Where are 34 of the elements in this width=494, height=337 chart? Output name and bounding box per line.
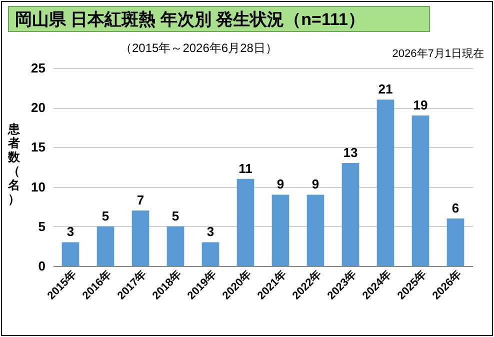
bar (236, 178, 254, 266)
data-label: 21 (378, 82, 393, 97)
data-label: 19 (413, 98, 428, 113)
data-label: 3 (206, 224, 214, 240)
bar (446, 218, 464, 266)
bar (306, 194, 324, 266)
data-label: 13 (343, 145, 358, 160)
bar (342, 163, 360, 266)
y-axis-title: 患者数（名） (6, 122, 21, 206)
bar (166, 226, 184, 266)
bar (202, 242, 220, 266)
y-tick-label: 0 (38, 258, 46, 274)
bar (96, 226, 114, 266)
bar (272, 194, 290, 266)
bar (132, 210, 150, 266)
data-label: 9 (312, 176, 320, 192)
data-label: 5 (102, 208, 110, 224)
bar (412, 116, 430, 266)
y-tick-label: 5 (38, 218, 46, 234)
y-tick-label: 10 (31, 179, 46, 194)
bar (376, 100, 394, 266)
bar (62, 242, 80, 266)
y-tick-label: 15 (31, 140, 46, 155)
chart-title: 岡山県 日本紅斑熱 年次別 発生状況（n=111） (8, 6, 430, 32)
data-label: 11 (238, 160, 252, 176)
data-label: 3 (66, 224, 74, 240)
y-tick-label: 20 (31, 100, 46, 116)
data-label: 6 (452, 200, 460, 216)
data-label: 7 (136, 192, 144, 208)
chart-subtitle: （2015年～2026年6月28日） (120, 40, 278, 57)
data-label: 5 (172, 208, 180, 224)
y-tick-label: 25 (31, 60, 46, 76)
data-label: 9 (276, 176, 284, 192)
text: 2026年7月1日現在 (392, 47, 484, 61)
